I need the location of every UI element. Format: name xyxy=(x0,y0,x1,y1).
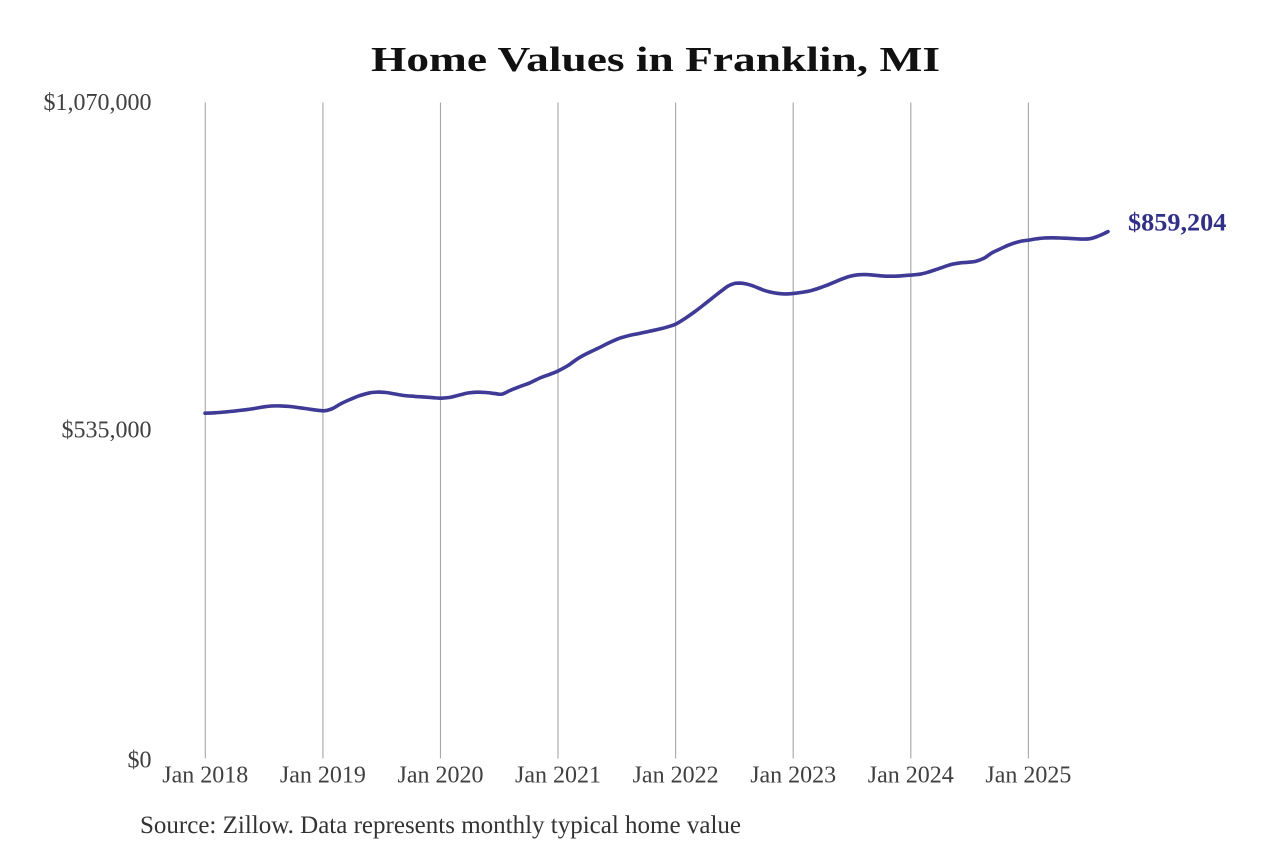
svg-text:Jan 2021: Jan 2021 xyxy=(515,763,601,789)
svg-text:Jan 2019: Jan 2019 xyxy=(280,763,366,789)
svg-text:Jan 2024: Jan 2024 xyxy=(868,763,954,789)
svg-text:Jan 2025: Jan 2025 xyxy=(985,763,1071,789)
svg-text:Jan 2022: Jan 2022 xyxy=(633,763,719,789)
svg-text:Home Values in Franklin, MI: Home Values in Franklin, MI xyxy=(371,40,940,79)
svg-text:$535,000: $535,000 xyxy=(62,417,152,443)
svg-text:Jan 2018: Jan 2018 xyxy=(162,763,248,789)
svg-text:Jan 2023: Jan 2023 xyxy=(750,763,836,789)
svg-text:Jan 2020: Jan 2020 xyxy=(398,763,484,789)
svg-text:$1,070,000: $1,070,000 xyxy=(44,90,152,116)
svg-text:$0: $0 xyxy=(128,748,152,774)
svg-text:$859,204: $859,204 xyxy=(1128,209,1227,236)
svg-text:Source: Zillow. Data represent: Source: Zillow. Data represents monthly … xyxy=(140,812,741,839)
